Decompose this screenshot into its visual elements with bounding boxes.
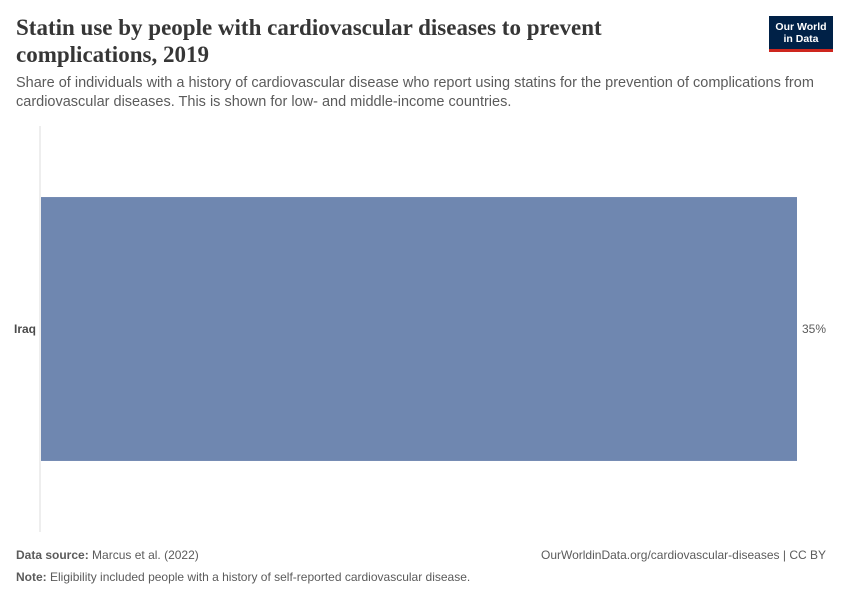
note-label: Note: xyxy=(16,570,47,584)
bar-iraq[interactable] xyxy=(41,197,797,461)
logo-line-1: Our World xyxy=(775,21,827,33)
category-label: Iraq xyxy=(14,322,36,336)
bars-group: Iraq 35% xyxy=(14,197,826,461)
logo-line-2: in Data xyxy=(783,33,819,45)
value-label: 35% xyxy=(802,322,826,336)
data-source-link[interactable]: Marcus et al. (2022) xyxy=(92,548,199,562)
chart-note: Note: Eligibility included people with a… xyxy=(16,570,470,585)
owid-url[interactable]: OurWorldinData.org/cardiovascular-diseas… xyxy=(540,548,826,562)
owid-logo[interactable]: Our World in Data xyxy=(769,16,833,52)
chart-title: Statin use by people with cardiovascular… xyxy=(16,15,602,67)
chart-subtitle: Share of individuals with a history of c… xyxy=(16,75,814,110)
data-source-label: Data source: xyxy=(16,548,89,562)
note-text: Eligibility included people with a histo… xyxy=(50,570,471,584)
data-source: Data source: Marcus et al. (2022) xyxy=(16,548,199,563)
